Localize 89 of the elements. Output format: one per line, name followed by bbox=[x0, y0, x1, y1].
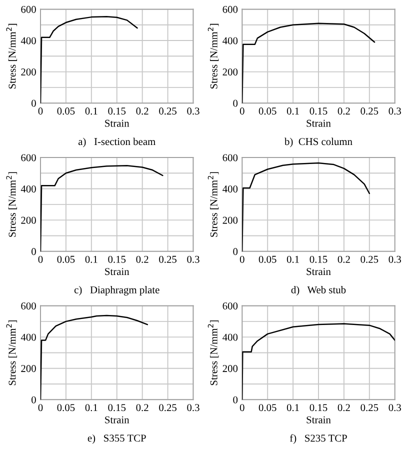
x-tick-label: 0.05 bbox=[57, 108, 75, 115]
x-tick-label: 0.1 bbox=[286, 404, 299, 412]
y-tick-label: 200 bbox=[21, 365, 36, 372]
x-tick-label: 0.2 bbox=[338, 404, 350, 412]
text: e) S355 TCP bbox=[88, 434, 146, 444]
x-axis-title: Strain bbox=[306, 416, 331, 424]
x-tick-label: 0.15 bbox=[108, 108, 126, 115]
x-tick-label: 0.3 bbox=[187, 404, 200, 412]
y-tick-label: 0 bbox=[32, 100, 36, 107]
x-tick-label: 0.2 bbox=[136, 108, 148, 115]
y-tick-label: 0 bbox=[32, 248, 36, 256]
x-tick-label: 0 bbox=[240, 256, 244, 263]
y-tick-label: 400 bbox=[222, 37, 238, 44]
y-axis-title: Stress [N/mm$^{2}$] bbox=[208, 320, 219, 386]
x-tick-label: 0.3 bbox=[388, 404, 401, 412]
y-tick-label: 200 bbox=[21, 216, 36, 224]
x-tick-label: 0.15 bbox=[310, 404, 328, 412]
y-tick-label: 200 bbox=[222, 216, 238, 224]
y-tick-label: 600 bbox=[21, 6, 36, 13]
x-tick-label: 0.05 bbox=[57, 256, 75, 263]
x-tick-label: 0.05 bbox=[57, 404, 75, 412]
x-axis-title: Strain bbox=[105, 268, 130, 276]
x-tick-label: 0.1 bbox=[286, 108, 299, 115]
text: c) Diaphragm plate bbox=[74, 286, 160, 296]
x-tick-label: 0 bbox=[38, 108, 43, 115]
x-tick-label: 0.2 bbox=[338, 256, 350, 263]
y-tick-label: 0 bbox=[32, 396, 36, 404]
x-tick-label: 0 bbox=[240, 404, 244, 412]
y-axis-title: Stress [N/mm$^{2}$] bbox=[208, 24, 219, 89]
y-tick-label: 0 bbox=[233, 248, 238, 256]
x-axis-title: Strain bbox=[105, 416, 130, 424]
text: a) I-section beam bbox=[78, 138, 156, 148]
y-tick-label: 600 bbox=[222, 6, 238, 13]
y-tick-label: 200 bbox=[222, 68, 238, 76]
line-series bbox=[40, 314, 148, 400]
line-series bbox=[40, 16, 138, 104]
y-tick-label: 200 bbox=[21, 68, 36, 76]
x-tick-label: 0.3 bbox=[187, 108, 200, 115]
x-tick-label: 0.2 bbox=[338, 108, 350, 115]
y-axis-title: Stress [N/mm$^{2}$] bbox=[6, 172, 18, 237]
y-tick-label: 200 bbox=[222, 365, 238, 372]
x-tick-label: 0.25 bbox=[159, 256, 176, 263]
line-series bbox=[242, 162, 370, 252]
y-axis-title: Stress [N/mm$^{2}$] bbox=[6, 24, 18, 89]
y-tick-label: 0 bbox=[233, 396, 238, 404]
x-axis-title: Strain bbox=[306, 120, 331, 127]
y-tick-label: 400 bbox=[20, 334, 36, 341]
y-tick-label: 0 bbox=[233, 100, 238, 107]
x-tick-label: 0.15 bbox=[108, 404, 126, 412]
text: f) S235 TCP bbox=[290, 434, 347, 444]
x-tick-label: 0 bbox=[240, 108, 244, 115]
x-axis-title: Strain bbox=[105, 120, 130, 127]
x-tick-label: 0.25 bbox=[360, 108, 378, 115]
y-tick-label: 400 bbox=[20, 185, 36, 193]
y-tick-label: 400 bbox=[222, 334, 238, 341]
x-tick-label: 0.15 bbox=[108, 256, 126, 263]
text: b) CHS column bbox=[284, 138, 352, 148]
x-tick-label: 0.15 bbox=[310, 256, 328, 263]
x-tick-label: 0.25 bbox=[360, 256, 378, 263]
line-series bbox=[242, 22, 376, 104]
text: d) Web stub bbox=[291, 286, 346, 296]
y-tick-label: 400 bbox=[222, 185, 238, 193]
x-tick-label: 0.25 bbox=[360, 404, 378, 412]
x-tick-label: 0.3 bbox=[187, 256, 200, 263]
x-axis-title: Strain bbox=[306, 268, 331, 276]
x-tick-label: 0.1 bbox=[286, 256, 299, 263]
x-tick-label: 0 bbox=[38, 256, 43, 263]
x-tick-label: 0.2 bbox=[136, 256, 148, 263]
x-tick-label: 0.1 bbox=[85, 256, 98, 263]
x-tick-label: 0.3 bbox=[388, 108, 401, 115]
x-tick-label: 0.1 bbox=[85, 404, 98, 412]
x-tick-label: 0.25 bbox=[159, 404, 176, 412]
x-tick-label: 0.25 bbox=[159, 108, 176, 115]
x-tick-label: 0.1 bbox=[85, 108, 98, 115]
y-axis-title: Stress [N/mm$^{2}$] bbox=[6, 320, 18, 386]
y-tick-label: 400 bbox=[20, 37, 36, 44]
x-tick-label: 0 bbox=[38, 404, 43, 412]
y-tick-label: 600 bbox=[21, 302, 36, 310]
y-tick-label: 600 bbox=[222, 302, 238, 310]
y-tick-label: 600 bbox=[222, 154, 238, 162]
y-tick-label: 600 bbox=[21, 154, 36, 162]
x-tick-label: 0.3 bbox=[388, 256, 401, 263]
x-tick-label: 0.05 bbox=[258, 404, 276, 412]
y-axis-title: Stress [N/mm$^{2}$] bbox=[208, 172, 219, 237]
x-tick-label: 0.05 bbox=[258, 256, 276, 263]
line-series bbox=[40, 165, 164, 252]
x-tick-label: 0.05 bbox=[258, 108, 276, 115]
x-tick-label: 0.2 bbox=[136, 404, 148, 412]
x-tick-label: 0.15 bbox=[310, 108, 328, 115]
